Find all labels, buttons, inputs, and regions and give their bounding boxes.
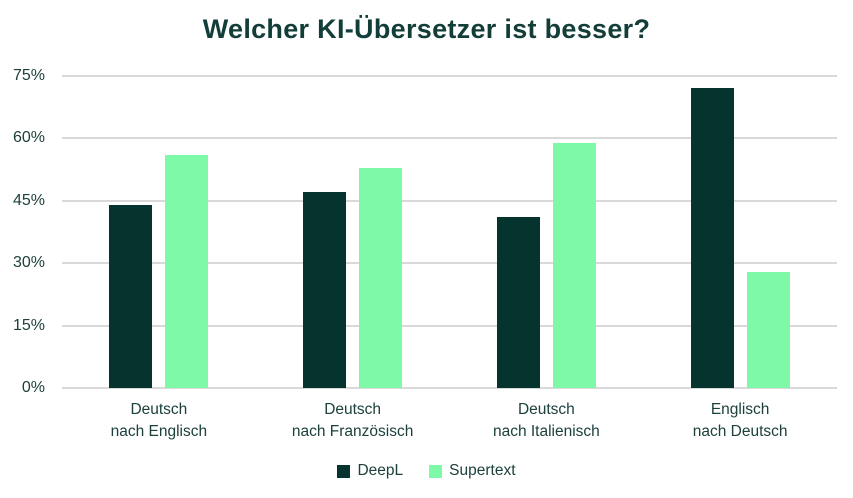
legend-label-deepl: DeepL	[357, 462, 404, 479]
gridline-30	[62, 262, 837, 265]
bar-group-2	[450, 76, 644, 388]
bar-deepl-2	[496, 217, 540, 388]
bar-deepl-1	[303, 192, 347, 388]
bar-groups	[62, 76, 837, 388]
x-label-3: Englisch nach Deutsch	[643, 399, 837, 443]
legend-marker-supertext	[429, 464, 443, 478]
y-axis: 0% 15% 30% 45% 60% 75%	[0, 68, 62, 396]
x-label-1: Deutsch nach Französisch	[256, 399, 450, 443]
x-label-line: nach Französisch	[291, 423, 414, 440]
x-label-line: nach Italienisch	[492, 423, 600, 440]
bar-group-1	[256, 76, 450, 388]
legend: DeepL Supertext	[0, 462, 853, 480]
x-label-line: nach Englisch	[110, 423, 208, 440]
x-label-line: Deutsch	[324, 401, 382, 418]
plot-area	[62, 75, 837, 389]
x-label-line: Deutsch	[130, 401, 188, 418]
x-label-line: Englisch	[710, 401, 770, 418]
legend-item-supertext: Supertext	[429, 462, 516, 480]
legend-item-deepl: DeepL	[337, 462, 403, 480]
gridline-60	[62, 137, 837, 140]
y-tick-label-30: 30%	[12, 254, 45, 272]
gridline-15	[62, 324, 837, 327]
legend-label-supertext: Supertext	[449, 462, 516, 479]
bar-supertext-3	[746, 271, 790, 388]
gridline-45	[62, 199, 837, 202]
y-tick-label-15: 15%	[12, 316, 45, 334]
bar-supertext-0	[165, 155, 209, 388]
legend-marker-deepl	[337, 464, 351, 478]
x-label-2: Deutsch nach Italienisch	[450, 399, 644, 443]
bar-supertext-1	[359, 167, 403, 388]
bar-group-3	[643, 76, 837, 388]
x-label-line: Deutsch	[517, 401, 575, 418]
y-tick-label-0: 0%	[21, 379, 45, 396]
y-tick-label-60: 60%	[12, 129, 45, 147]
bar-supertext-2	[552, 142, 596, 388]
bar-deepl-3	[690, 88, 734, 388]
chart-area: 0% 15% 30% 45% 60% 75%	[0, 68, 853, 396]
gridline-75	[62, 75, 837, 77]
y-tick-label-75: 75%	[12, 67, 45, 84]
x-label-0: Deutsch nach Englisch	[62, 399, 256, 443]
bar-group-0	[62, 76, 256, 388]
x-axis: Deutsch nach Englisch Deutsch nach Französi…	[62, 399, 837, 443]
chart-title: Welcher KI-Übersetzer ist besser?	[202, 14, 651, 44]
y-tick-label-45: 45%	[12, 191, 45, 209]
x-label-line: nach Deutsch	[692, 423, 788, 440]
bar-deepl-0	[109, 204, 153, 388]
gridline-0	[62, 387, 837, 389]
